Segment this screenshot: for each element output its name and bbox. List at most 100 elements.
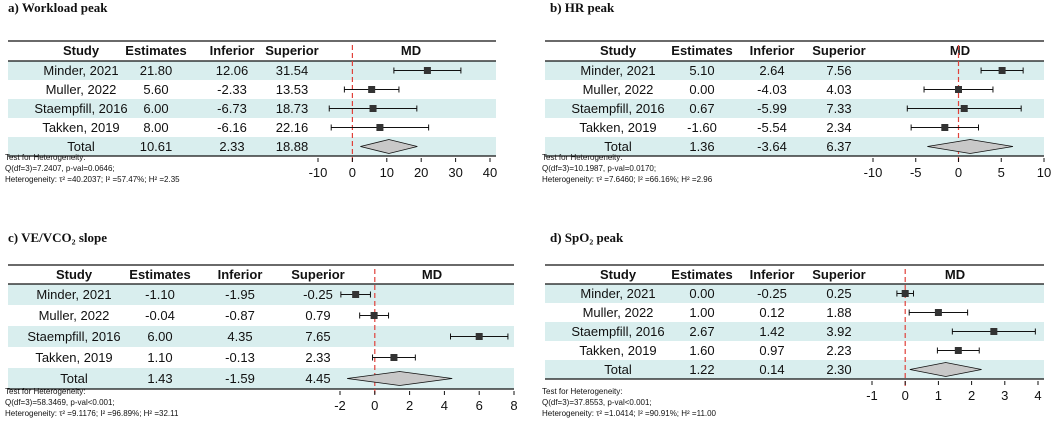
pooled-estimate-diamond bbox=[909, 362, 982, 377]
x-tick-label: 10 bbox=[380, 165, 394, 180]
row-superior: 7.56 bbox=[826, 63, 851, 78]
row-estimate: 5.10 bbox=[689, 63, 714, 78]
column-header-estimates: Estimates bbox=[671, 267, 732, 282]
heterogeneity-text: Test for Heterogeneity: bbox=[542, 153, 622, 162]
x-tick-label: 4 bbox=[1034, 388, 1041, 403]
total-study: Total bbox=[60, 371, 88, 386]
row-superior: 2.33 bbox=[305, 350, 330, 365]
x-tick-label: -5 bbox=[910, 165, 922, 180]
row-superior: 1.88 bbox=[826, 305, 851, 320]
pooled-estimate-diamond bbox=[360, 139, 418, 154]
total-inferior: 0.14 bbox=[759, 362, 784, 377]
column-header-superior: Superior bbox=[812, 267, 865, 282]
row-study: Takken, 2019 bbox=[579, 343, 656, 358]
point-estimate-marker bbox=[423, 67, 431, 74]
row-study: Takken, 2019 bbox=[35, 350, 112, 365]
row-study: Takken, 2019 bbox=[42, 120, 119, 135]
column-header-md: MD bbox=[422, 267, 442, 282]
row-study: Takken, 2019 bbox=[579, 120, 656, 135]
forest-panel-4: d) SpO₂ peak Study Estimates Inferior Superi… bbox=[542, 230, 1044, 418]
heterogeneity-text: Heterogeneity: τ² =9.1176; I² =96.89%; H… bbox=[5, 409, 179, 418]
row-band bbox=[8, 326, 514, 347]
total-study: Total bbox=[604, 362, 632, 377]
total-row-band bbox=[545, 137, 1044, 156]
heterogeneity-text: Q(df=3)=58.3469, p-val<0.001; bbox=[5, 398, 115, 407]
row-superior: 0.79 bbox=[305, 308, 330, 323]
row-estimate: 6.00 bbox=[143, 101, 168, 116]
row-band bbox=[545, 61, 1044, 80]
row-superior: 7.65 bbox=[305, 329, 330, 344]
x-tick-label: 6 bbox=[476, 398, 483, 413]
point-estimate-marker bbox=[934, 309, 942, 316]
column-header-inferior: Inferior bbox=[210, 43, 255, 58]
row-inferior: 0.97 bbox=[759, 343, 784, 358]
x-tick-label: 10 bbox=[1037, 165, 1051, 180]
x-tick-label: 0 bbox=[902, 388, 909, 403]
x-tick-label: -10 bbox=[309, 165, 328, 180]
row-estimate: 5.60 bbox=[143, 82, 168, 97]
row-study: Staempfill, 2016 bbox=[571, 101, 664, 116]
panel-title: d) SpO₂ peak bbox=[550, 230, 624, 245]
row-inferior: -0.13 bbox=[225, 350, 255, 365]
row-inferior: 2.64 bbox=[759, 63, 784, 78]
x-tick-label: 0 bbox=[371, 398, 378, 413]
total-estimate: 1.22 bbox=[689, 362, 714, 377]
row-superior: 22.16 bbox=[276, 120, 309, 135]
x-tick-label: 40 bbox=[483, 165, 497, 180]
row-study: Muller, 2022 bbox=[583, 305, 654, 320]
row-band bbox=[8, 61, 496, 80]
row-estimate: 6.00 bbox=[147, 329, 172, 344]
pooled-estimate-diamond bbox=[927, 139, 1014, 154]
total-estimate: 1.36 bbox=[689, 139, 714, 154]
heterogeneity-text: Test for Heterogeneity: bbox=[5, 153, 85, 162]
total-inferior: -1.59 bbox=[225, 371, 255, 386]
total-study: Total bbox=[604, 139, 632, 154]
column-header-md: MD bbox=[945, 267, 965, 282]
row-estimate: -1.10 bbox=[145, 287, 175, 302]
point-estimate-marker bbox=[941, 124, 949, 131]
forest-panel-1: a) Workload peak Study Estimates Inferior Su… bbox=[5, 0, 497, 184]
column-header-superior: Superior bbox=[291, 267, 344, 282]
x-tick-label: 20 bbox=[414, 165, 428, 180]
row-inferior: -0.25 bbox=[757, 286, 787, 301]
column-header-inferior: Inferior bbox=[750, 267, 795, 282]
heterogeneity-text: Q(df=3)=37.8553, p-val<0.001; bbox=[542, 398, 652, 407]
total-row-band bbox=[8, 137, 496, 156]
row-superior: 13.53 bbox=[276, 82, 309, 97]
panel-title: a) Workload peak bbox=[8, 0, 108, 15]
column-header-estimates: Estimates bbox=[125, 43, 186, 58]
column-header-md: MD bbox=[401, 43, 421, 58]
point-estimate-marker bbox=[998, 67, 1006, 74]
point-estimate-marker bbox=[960, 105, 968, 112]
total-superior: 18.88 bbox=[276, 139, 309, 154]
row-estimate: 2.67 bbox=[689, 324, 714, 339]
column-header-study: Study bbox=[56, 267, 93, 282]
row-superior: 4.03 bbox=[826, 82, 851, 97]
total-superior: 2.30 bbox=[826, 362, 851, 377]
x-tick-label: 3 bbox=[1001, 388, 1008, 403]
row-study: Minder, 2021 bbox=[43, 63, 118, 78]
row-estimate: 1.00 bbox=[689, 305, 714, 320]
point-estimate-marker bbox=[390, 354, 398, 361]
row-inferior: -5.54 bbox=[757, 120, 787, 135]
row-estimate: -1.60 bbox=[687, 120, 717, 135]
heterogeneity-text: Q(df=3)=7.2407, p-val=0.0646; bbox=[5, 164, 115, 173]
heterogeneity-text: Heterogeneity: τ² =1.0414; I² =90.91%; H… bbox=[542, 409, 717, 418]
column-header-superior: Superior bbox=[812, 43, 865, 58]
x-tick-label: 0 bbox=[349, 165, 356, 180]
row-superior: 3.92 bbox=[826, 324, 851, 339]
heterogeneity-text: Heterogeneity: τ² =40.2037; I² =57.47%; … bbox=[5, 175, 180, 184]
row-estimate: 0.00 bbox=[689, 82, 714, 97]
row-superior: 0.25 bbox=[826, 286, 851, 301]
row-estimate: 0.67 bbox=[689, 101, 714, 116]
x-tick-label: 5 bbox=[998, 165, 1005, 180]
row-estimate: 8.00 bbox=[143, 120, 168, 135]
column-header-study: Study bbox=[600, 267, 637, 282]
x-tick-label: 8 bbox=[510, 398, 517, 413]
total-study: Total bbox=[67, 139, 95, 154]
point-estimate-marker bbox=[990, 328, 998, 335]
row-inferior: 4.35 bbox=[227, 329, 252, 344]
point-estimate-marker bbox=[954, 347, 962, 354]
heterogeneity-text: Heterogeneity: τ² =7.6460; I² =66.16%; H… bbox=[542, 175, 713, 184]
x-tick-label: 4 bbox=[441, 398, 448, 413]
